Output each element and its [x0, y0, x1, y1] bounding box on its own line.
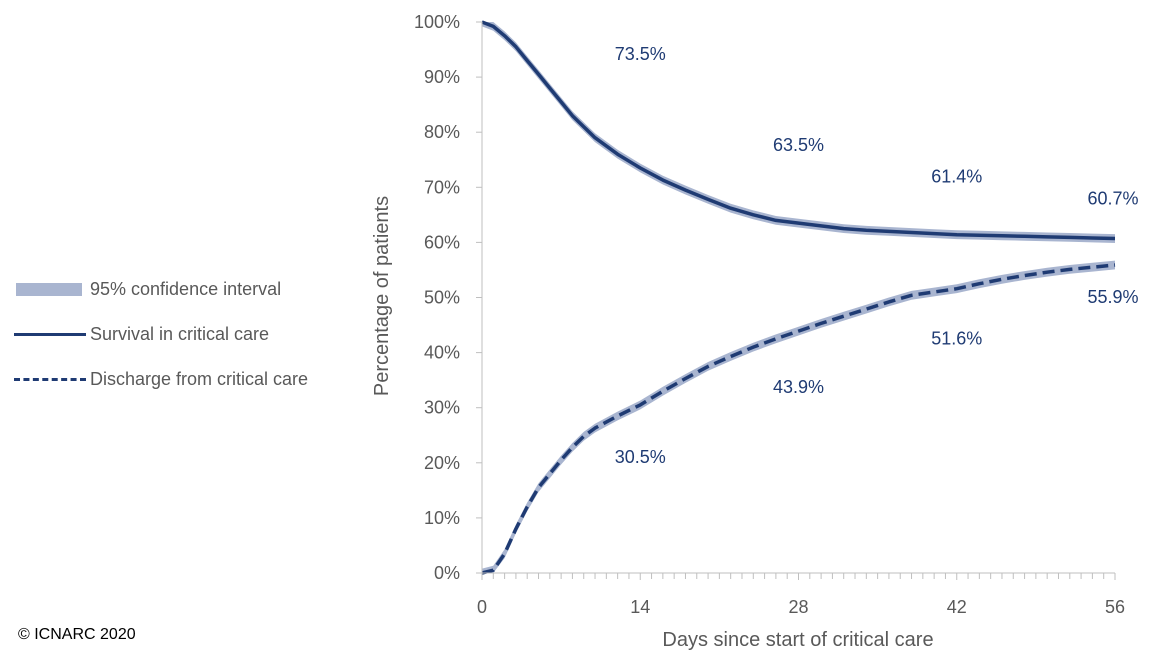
y-tick-label: 20%: [424, 453, 460, 473]
x-tick-label: 14: [630, 597, 650, 617]
legend: 95% confidence interval Survival in crit…: [14, 272, 308, 407]
copyright-note: © ICNARC 2020: [18, 626, 136, 643]
data-label-survival-56: 60.7%: [1087, 189, 1138, 209]
legend-item-ci: 95% confidence interval: [14, 272, 308, 306]
series-line-discharge: [481, 263, 1116, 575]
y-tick-label: 30%: [424, 398, 460, 418]
y-tick-label: 50%: [424, 288, 460, 308]
axes: 0% 10% 20% 30% 40% 50% 60% 70% 80% 90% 100% 0 14 28 42…: [414, 12, 1125, 617]
y-tick-label: 40%: [424, 343, 460, 363]
x-tick-label: 56: [1105, 597, 1125, 617]
legend-item-discharge: Discharge from critical care: [14, 362, 308, 396]
data-label-discharge-28: 43.9%: [773, 377, 824, 397]
legend-swatch-band: [14, 282, 86, 296]
confidence-band-survival: [482, 22, 1115, 243]
y-tick-label: 70%: [424, 177, 460, 197]
x-tick-label: 28: [788, 597, 808, 617]
data-label-survival-42: 61.4%: [931, 167, 982, 187]
y-tick-label: 0%: [434, 563, 460, 583]
x-axis-title: Days since start of critical care: [662, 629, 933, 651]
y-tick-label: 80%: [424, 122, 460, 142]
data-label-discharge-14: 30.5%: [615, 447, 666, 467]
legend-item-survival: Survival in critical care: [14, 317, 308, 351]
y-tick-label: 90%: [424, 67, 460, 87]
confidence-bands: [482, 22, 1115, 573]
legend-label-discharge: Discharge from critical care: [90, 368, 309, 389]
legend-swatch-solid: [14, 327, 86, 341]
data-label-discharge-42: 51.6%: [931, 329, 982, 349]
data-labels: 73.5% 63.5% 61.4% 60.7% 30.5% 43.9% 51.6% 55.9%: [615, 44, 1139, 467]
series-lines: [481, 20, 1116, 575]
series-line-survival: [481, 20, 1116, 241]
y-axis-title: Percentage of patients: [371, 196, 393, 396]
y-tick-label: 100%: [414, 12, 460, 32]
legend-label-survival: Survival in critical care: [90, 323, 270, 344]
y-tick-label: 60%: [424, 232, 460, 252]
y-tick-label: 10%: [424, 508, 460, 528]
legend-label-ci: 95% confidence interval: [90, 278, 282, 299]
data-label-survival-14: 73.5%: [615, 44, 666, 64]
legend-swatch-dashed: [14, 372, 86, 386]
data-label-survival-28: 63.5%: [773, 135, 824, 155]
x-tick-label: 0: [477, 597, 487, 617]
x-tick-label: 42: [947, 597, 967, 617]
data-label-discharge-56: 55.9%: [1087, 287, 1138, 307]
confidence-band-discharge: [482, 260, 1115, 573]
